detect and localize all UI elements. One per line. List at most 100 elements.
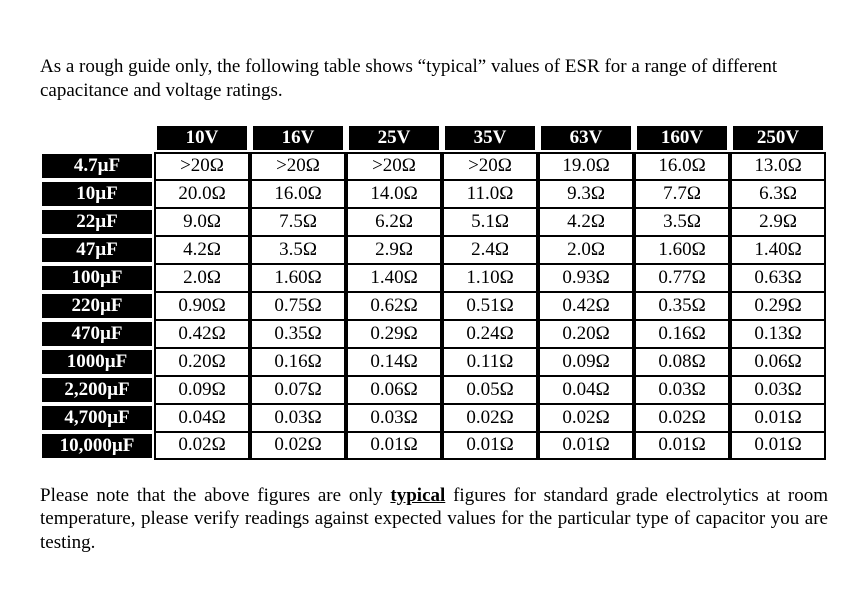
table-cell: 0.03Ω bbox=[250, 404, 346, 432]
intro-paragraph: As a rough guide only, the following tab… bbox=[40, 55, 828, 103]
table-cell: 1.60Ω bbox=[250, 264, 346, 292]
table-cell: 0.16Ω bbox=[634, 320, 730, 348]
table-cell: 0.63Ω bbox=[730, 264, 826, 292]
col-header: 25V bbox=[346, 123, 442, 152]
table-cell: 0.08Ω bbox=[634, 348, 730, 376]
table-row: 1000µF 0.20Ω 0.16Ω 0.14Ω 0.11Ω 0.09Ω 0.0… bbox=[40, 348, 826, 376]
table-row: 22µF 9.0Ω 7.5Ω 6.2Ω 5.1Ω 4.2Ω 3.5Ω 2.9Ω bbox=[40, 208, 826, 236]
table-cell: 4.2Ω bbox=[538, 208, 634, 236]
col-header: 10V bbox=[154, 123, 250, 152]
table-cell: 3.5Ω bbox=[634, 208, 730, 236]
outro-paragraph: Please note that the above figures are o… bbox=[40, 484, 828, 555]
esr-table: 10V 16V 25V 35V 63V 160V 250V 4.7µF >20Ω… bbox=[40, 123, 826, 460]
table-cell: 0.62Ω bbox=[346, 292, 442, 320]
table-cell: 0.05Ω bbox=[442, 376, 538, 404]
table-cell: 0.29Ω bbox=[346, 320, 442, 348]
table-cell: 0.42Ω bbox=[538, 292, 634, 320]
table-row: 47µF 4.2Ω 3.5Ω 2.9Ω 2.4Ω 2.0Ω 1.60Ω 1.40… bbox=[40, 236, 826, 264]
table-row: 100µF 2.0Ω 1.60Ω 1.40Ω 1.10Ω 0.93Ω 0.77Ω… bbox=[40, 264, 826, 292]
table-cell: 0.02Ω bbox=[250, 432, 346, 460]
table-cell: 0.06Ω bbox=[730, 348, 826, 376]
table-cell: 0.09Ω bbox=[538, 348, 634, 376]
col-header: 16V bbox=[250, 123, 346, 152]
row-header: 2,200µF bbox=[40, 376, 154, 404]
table-row: 470µF 0.42Ω 0.35Ω 0.29Ω 0.24Ω 0.20Ω 0.16… bbox=[40, 320, 826, 348]
table-cell: 0.16Ω bbox=[250, 348, 346, 376]
row-header: 47µF bbox=[40, 236, 154, 264]
table-cell: 0.01Ω bbox=[730, 432, 826, 460]
row-header: 10,000µF bbox=[40, 432, 154, 460]
table-cell: >20Ω bbox=[154, 152, 250, 180]
table-cell: 20.0Ω bbox=[154, 180, 250, 208]
table-cell: 0.20Ω bbox=[154, 348, 250, 376]
table-cell: 13.0Ω bbox=[730, 152, 826, 180]
table-cell: 5.1Ω bbox=[442, 208, 538, 236]
table-cell: 0.02Ω bbox=[634, 404, 730, 432]
row-header: 4.7µF bbox=[40, 152, 154, 180]
table-cell: 0.01Ω bbox=[346, 432, 442, 460]
table-cell: 0.04Ω bbox=[154, 404, 250, 432]
table-cell: 1.10Ω bbox=[442, 264, 538, 292]
table-cell: 0.07Ω bbox=[250, 376, 346, 404]
table-cell: 7.7Ω bbox=[634, 180, 730, 208]
row-header: 10µF bbox=[40, 180, 154, 208]
table-cell: 0.75Ω bbox=[250, 292, 346, 320]
table-cell: 0.42Ω bbox=[154, 320, 250, 348]
table-cell: 0.20Ω bbox=[538, 320, 634, 348]
col-header: 63V bbox=[538, 123, 634, 152]
table-cell: 4.2Ω bbox=[154, 236, 250, 264]
row-header: 220µF bbox=[40, 292, 154, 320]
table-cell: 0.03Ω bbox=[730, 376, 826, 404]
table-cell: 0.93Ω bbox=[538, 264, 634, 292]
table-cell: 0.13Ω bbox=[730, 320, 826, 348]
table-cell: 0.02Ω bbox=[442, 404, 538, 432]
table-cell: 19.0Ω bbox=[538, 152, 634, 180]
table-cell: 6.3Ω bbox=[730, 180, 826, 208]
table-cell: 16.0Ω bbox=[634, 152, 730, 180]
table-cell: 0.14Ω bbox=[346, 348, 442, 376]
table-cell: 6.2Ω bbox=[346, 208, 442, 236]
table-cell: 3.5Ω bbox=[250, 236, 346, 264]
table-row: 4,700µF 0.04Ω 0.03Ω 0.03Ω 0.02Ω 0.02Ω 0.… bbox=[40, 404, 826, 432]
row-header: 100µF bbox=[40, 264, 154, 292]
table-row: 220µF 0.90Ω 0.75Ω 0.62Ω 0.51Ω 0.42Ω 0.35… bbox=[40, 292, 826, 320]
table-cell: 0.51Ω bbox=[442, 292, 538, 320]
row-header: 4,700µF bbox=[40, 404, 154, 432]
table-cell: 0.35Ω bbox=[250, 320, 346, 348]
table-cell: 0.03Ω bbox=[346, 404, 442, 432]
table-cell: 1.40Ω bbox=[346, 264, 442, 292]
table-cell: 0.01Ω bbox=[634, 432, 730, 460]
col-header: 250V bbox=[730, 123, 826, 152]
row-header: 470µF bbox=[40, 320, 154, 348]
table-cell: 14.0Ω bbox=[346, 180, 442, 208]
table-row: 10µF 20.0Ω 16.0Ω 14.0Ω 11.0Ω 9.3Ω 7.7Ω 6… bbox=[40, 180, 826, 208]
outro-text-prefix: Please note that the above figures are o… bbox=[40, 485, 390, 506]
row-header: 1000µF bbox=[40, 348, 154, 376]
table-cell: 0.02Ω bbox=[538, 404, 634, 432]
table-cell: 2.4Ω bbox=[442, 236, 538, 264]
table-cell: 7.5Ω bbox=[250, 208, 346, 236]
table-corner-cell bbox=[40, 123, 154, 152]
table-row: 4.7µF >20Ω >20Ω >20Ω >20Ω 19.0Ω 16.0Ω 13… bbox=[40, 152, 826, 180]
table-cell: 9.0Ω bbox=[154, 208, 250, 236]
col-header: 35V bbox=[442, 123, 538, 152]
table-cell: 0.06Ω bbox=[346, 376, 442, 404]
outro-emphasis: typical bbox=[390, 485, 445, 506]
esr-table-wrapper: 10V 16V 25V 35V 63V 160V 250V 4.7µF >20Ω… bbox=[40, 123, 828, 460]
table-cell: >20Ω bbox=[346, 152, 442, 180]
row-header: 22µF bbox=[40, 208, 154, 236]
table-cell: 1.40Ω bbox=[730, 236, 826, 264]
table-cell: 1.60Ω bbox=[634, 236, 730, 264]
table-cell: 0.77Ω bbox=[634, 264, 730, 292]
table-cell: 0.24Ω bbox=[442, 320, 538, 348]
table-cell: 2.0Ω bbox=[154, 264, 250, 292]
table-cell: 0.01Ω bbox=[442, 432, 538, 460]
table-row: 2,200µF 0.09Ω 0.07Ω 0.06Ω 0.05Ω 0.04Ω 0.… bbox=[40, 376, 826, 404]
table-cell: 9.3Ω bbox=[538, 180, 634, 208]
table-row: 10,000µF 0.02Ω 0.02Ω 0.01Ω 0.01Ω 0.01Ω 0… bbox=[40, 432, 826, 460]
table-cell: 2.0Ω bbox=[538, 236, 634, 264]
table-cell: 0.29Ω bbox=[730, 292, 826, 320]
table-cell: 2.9Ω bbox=[346, 236, 442, 264]
table-cell: 0.35Ω bbox=[634, 292, 730, 320]
table-cell: 0.03Ω bbox=[634, 376, 730, 404]
